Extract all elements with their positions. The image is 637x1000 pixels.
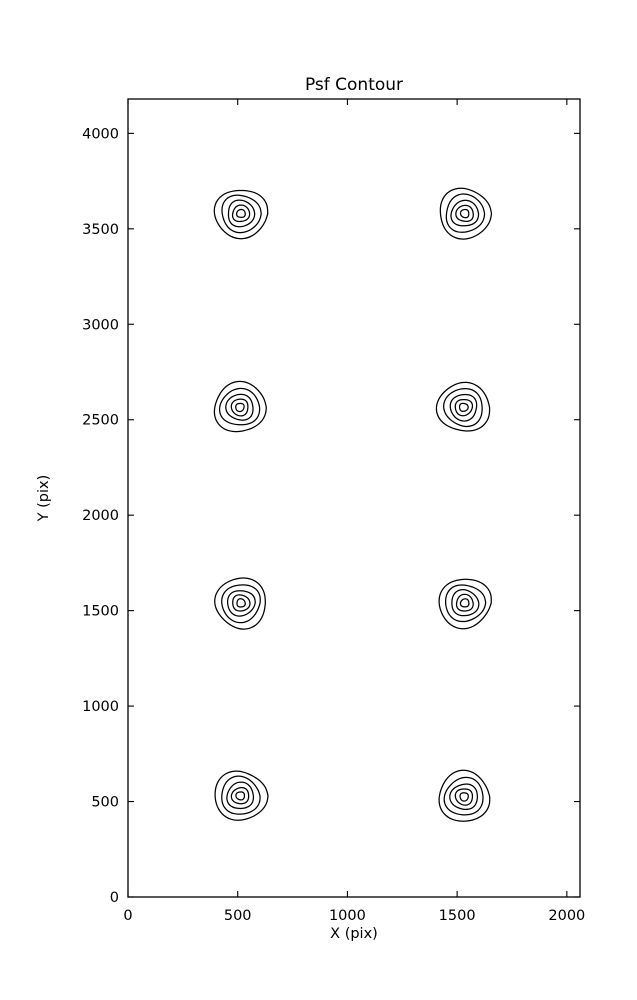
contour-level-5 — [235, 791, 246, 801]
y-tick-label: 3500 — [82, 222, 119, 238]
contour-level-1 — [438, 769, 491, 822]
contour-level-2 — [443, 387, 483, 428]
psf-contour-group — [213, 189, 269, 240]
contour-level-4 — [230, 786, 250, 805]
contour-level-1 — [214, 770, 269, 821]
contour-level-1 — [213, 380, 267, 433]
contour-level-4 — [455, 593, 474, 612]
y-tick-label: 1500 — [82, 604, 119, 620]
y-tick-label: 500 — [91, 795, 119, 811]
x-tick-label: 0 — [123, 908, 132, 924]
x-tick-label: 500 — [224, 908, 252, 924]
psf-contour-group — [438, 578, 492, 630]
contour-level-2 — [445, 193, 486, 233]
psf-contour-group — [435, 381, 491, 432]
psf-contour-group — [438, 769, 491, 822]
y-tick-label: 0 — [110, 890, 119, 906]
contour-level-3 — [225, 393, 254, 421]
y-tick-label: 2500 — [82, 413, 119, 429]
contour-level-1 — [439, 187, 493, 240]
x-tick-label: 2000 — [548, 908, 585, 924]
contour-level-1 — [213, 189, 269, 240]
contour-level-3 — [226, 590, 256, 617]
x-axis-ticks: 0 500 1000 1500 2000 — [123, 99, 585, 924]
contour-level-4 — [454, 788, 474, 806]
contour-level-5 — [459, 208, 470, 219]
contour-level-1 — [214, 577, 266, 630]
contour-level-4 — [454, 398, 474, 417]
contour-level-5 — [459, 598, 470, 608]
y-axis-label: Y (pix) — [36, 475, 52, 523]
contour-level-1 — [438, 578, 492, 630]
contour-series — [213, 187, 493, 822]
contour-level-5 — [459, 792, 469, 802]
contour-level-5 — [235, 402, 245, 413]
y-tick-label: 2000 — [82, 508, 119, 524]
x-tick-label: 1500 — [439, 908, 476, 924]
contour-level-4 — [230, 398, 249, 417]
contour-level-5 — [236, 598, 246, 608]
contour-level-3 — [450, 199, 480, 227]
y-tick-label: 3000 — [82, 317, 119, 333]
contour-level-5 — [235, 208, 246, 218]
contour-level-2 — [221, 194, 262, 234]
axes-frame — [127, 98, 581, 898]
contour-level-3 — [226, 781, 255, 810]
contour-level-2 — [444, 584, 487, 623]
contour-level-4 — [455, 204, 474, 223]
y-axis-ticks: 0 500 1000 1500 2000 2500 3000 3500 4000 — [82, 126, 580, 906]
contour-level-3 — [451, 589, 480, 617]
contour-level-2 — [218, 387, 261, 426]
y-tick-label: 4000 — [82, 126, 119, 142]
y-tick-label: 1000 — [82, 699, 119, 715]
x-axis-label: X (pix) — [330, 926, 378, 942]
contour-level-5 — [458, 402, 469, 412]
contour-level-2 — [221, 584, 261, 624]
contour-level-3 — [449, 783, 479, 811]
chart-title: Psf Contour — [305, 75, 403, 95]
psf-contour-group — [214, 577, 266, 630]
x-tick-label: 1000 — [329, 908, 366, 924]
psf-contour-group — [214, 770, 269, 821]
contour-level-1 — [435, 381, 491, 432]
psf-contour-group — [213, 380, 267, 433]
contour-level-2 — [221, 775, 261, 815]
contour-level-4 — [232, 594, 251, 612]
contour-level-3 — [449, 393, 478, 422]
contour-level-4 — [231, 204, 251, 223]
contour-level-3 — [227, 199, 256, 228]
contour-level-2 — [443, 776, 484, 816]
psf-contour-group — [439, 187, 493, 240]
